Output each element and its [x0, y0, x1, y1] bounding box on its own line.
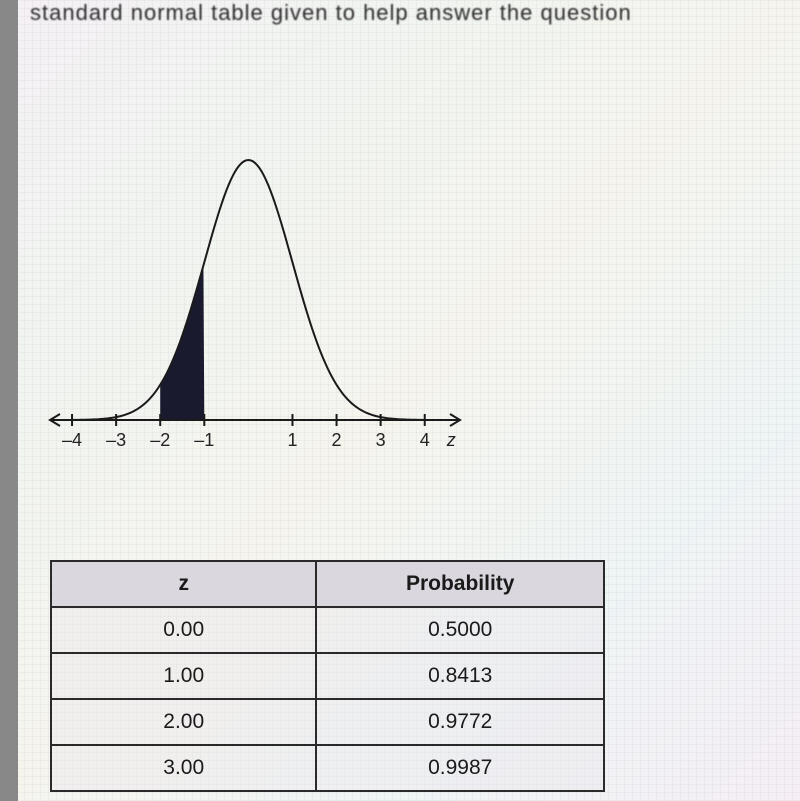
x-tick-label: 3 — [376, 430, 386, 450]
table-cell: 2.00 — [51, 699, 316, 745]
x-tick-label: 4 — [420, 430, 430, 450]
table-row: 2.000.9772 — [51, 699, 604, 745]
z-probability-table: zProbability 0.000.50001.000.84132.000.9… — [50, 560, 605, 792]
table-cell: 3.00 — [51, 745, 316, 791]
table-cell: 1.00 — [51, 653, 316, 699]
normal-distribution-chart: –4 –3 –2 –1 1 2 3 4z — [40, 120, 480, 470]
x-tick-label: –1 — [194, 430, 214, 450]
table-cell: 0.9772 — [316, 699, 604, 745]
table-header-z: z — [51, 561, 316, 607]
x-tick-label: 2 — [332, 430, 342, 450]
partial-header-text: standard normal table given to help answ… — [30, 0, 790, 26]
left-sidebar — [0, 0, 18, 801]
table-header-probability: Probability — [316, 561, 604, 607]
x-tick-label: –4 — [62, 430, 82, 450]
x-tick-label: –2 — [150, 430, 170, 450]
x-tick-label: 1 — [287, 430, 297, 450]
bell-curve — [72, 160, 425, 420]
table-cell: 0.9987 — [316, 745, 604, 791]
z-axis-label: z — [446, 430, 456, 450]
chart-svg: –4 –3 –2 –1 1 2 3 4z — [40, 120, 480, 470]
x-tick-label: –3 — [106, 430, 126, 450]
table-cell: 0.5000 — [316, 607, 604, 653]
table-row: 3.000.9987 — [51, 745, 604, 791]
table-row: 1.000.8413 — [51, 653, 604, 699]
table-cell: 0.00 — [51, 607, 316, 653]
table-cell: 0.8413 — [316, 653, 604, 699]
table-row: 0.000.5000 — [51, 607, 604, 653]
